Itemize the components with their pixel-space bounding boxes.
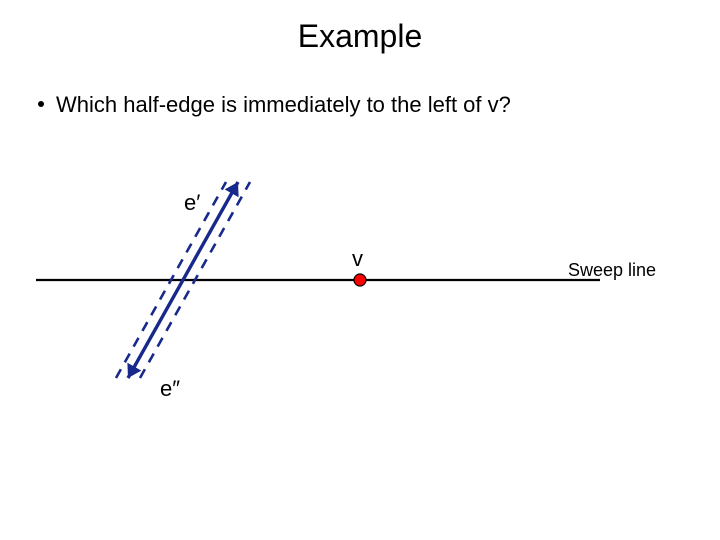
label-e-double-prime: e″ — [160, 376, 180, 402]
label-sweep-line: Sweep line — [568, 260, 656, 281]
label-e-prime: e′ — [184, 190, 200, 216]
label-v: v — [352, 246, 363, 272]
